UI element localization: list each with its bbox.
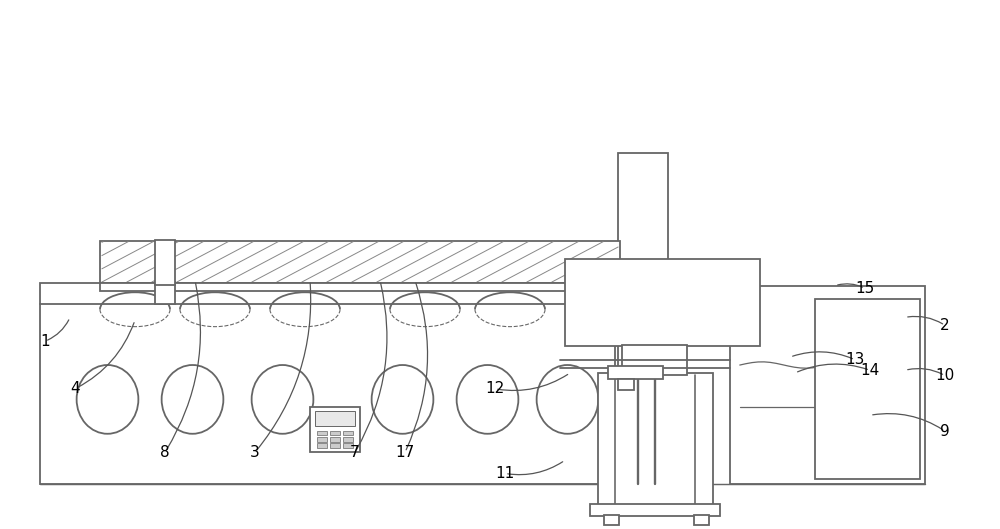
Ellipse shape [457, 365, 518, 434]
FancyBboxPatch shape [330, 443, 340, 448]
FancyBboxPatch shape [622, 345, 687, 375]
Ellipse shape [77, 365, 138, 434]
Text: 15: 15 [855, 281, 875, 296]
Text: 2: 2 [940, 318, 950, 333]
FancyBboxPatch shape [343, 443, 353, 448]
FancyBboxPatch shape [155, 240, 175, 285]
FancyBboxPatch shape [730, 286, 925, 484]
FancyBboxPatch shape [317, 443, 327, 448]
FancyBboxPatch shape [565, 259, 760, 346]
Text: 13: 13 [845, 352, 865, 367]
Text: 1: 1 [40, 334, 50, 349]
FancyBboxPatch shape [317, 431, 327, 435]
FancyBboxPatch shape [590, 504, 720, 516]
FancyBboxPatch shape [598, 373, 713, 505]
FancyBboxPatch shape [317, 437, 327, 442]
FancyBboxPatch shape [330, 431, 340, 435]
FancyBboxPatch shape [815, 299, 920, 479]
FancyBboxPatch shape [330, 437, 340, 442]
FancyBboxPatch shape [315, 411, 355, 426]
Text: 14: 14 [860, 363, 880, 378]
Text: 7: 7 [350, 445, 360, 460]
Text: 12: 12 [485, 381, 505, 396]
FancyBboxPatch shape [604, 515, 619, 525]
Text: 3: 3 [250, 445, 260, 460]
Ellipse shape [162, 365, 223, 434]
Ellipse shape [252, 365, 313, 434]
FancyBboxPatch shape [40, 283, 615, 484]
Ellipse shape [372, 365, 433, 434]
FancyBboxPatch shape [343, 437, 353, 442]
FancyBboxPatch shape [343, 431, 353, 435]
FancyBboxPatch shape [618, 153, 668, 484]
FancyBboxPatch shape [100, 283, 620, 291]
Text: 9: 9 [940, 424, 950, 439]
Text: 17: 17 [395, 445, 415, 460]
Text: 10: 10 [935, 368, 955, 383]
FancyBboxPatch shape [618, 379, 634, 390]
FancyBboxPatch shape [100, 241, 620, 283]
FancyBboxPatch shape [608, 366, 663, 379]
Text: 4: 4 [70, 381, 80, 396]
Text: 11: 11 [495, 466, 515, 481]
Ellipse shape [537, 365, 598, 434]
Text: 8: 8 [160, 445, 170, 460]
FancyBboxPatch shape [155, 282, 175, 304]
FancyBboxPatch shape [694, 515, 709, 525]
FancyBboxPatch shape [310, 407, 360, 452]
